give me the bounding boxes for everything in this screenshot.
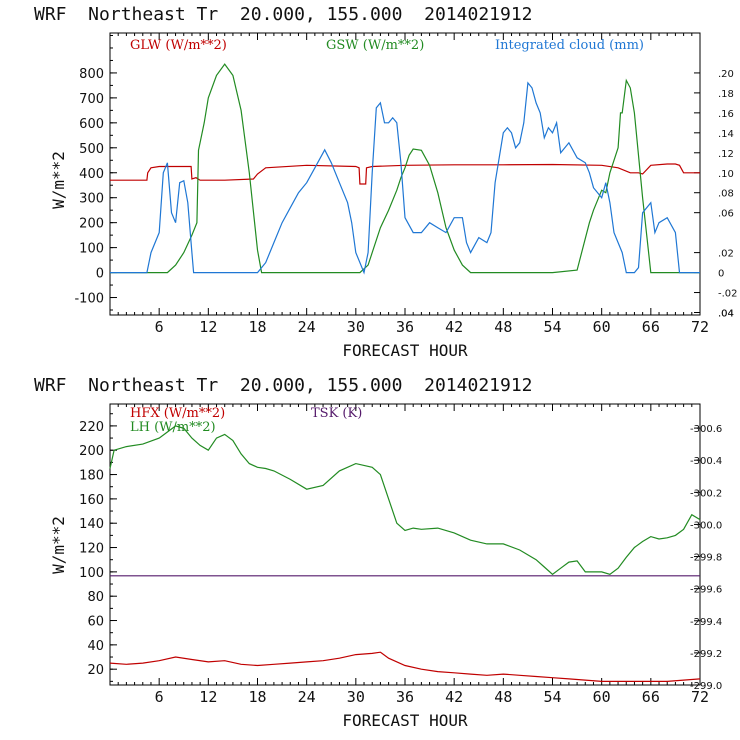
series-line-gsw [110,63,700,274]
y2-tick-label: -299.6 [690,585,722,596]
y-tick-label: 0 [96,267,104,282]
x-tick-label: 18 [248,318,266,336]
legend-hfx: HFX (W/m**2) [130,406,225,421]
y2-tick-label: -299.2 [690,649,722,660]
y2-tick-label: .18 [718,89,734,100]
panel-2-series [109,425,701,683]
x-tick-label: 60 [593,688,611,706]
series-line-glw [110,163,700,185]
panel-1-title: WRF Northeast Tr 20.000, 155.000 2014021… [34,4,533,25]
panel-2-title: WRF Northeast Tr 20.000, 155.000 2014021… [34,375,533,396]
legend-tsk: TSK (K) [311,406,362,421]
x-tick-label: 60 [593,318,611,336]
x-tick-label: 36 [396,688,414,706]
panel-1-series [110,63,700,275]
y-tick-label: 500 [79,142,104,157]
x-tick-label: 12 [199,318,217,336]
x-tick-label: 54 [543,688,561,706]
x-tick-label: 42 [445,688,463,706]
x-tick-label: 48 [494,688,512,706]
panel-2-ylabel: W/m**2 [49,516,68,574]
y2-tick-label: .02 [718,249,734,260]
panel-2-xlabel: FORECAST HOUR [342,711,468,730]
y2-tick-label: -300.2 [690,488,722,499]
y-tick-label: 700 [79,92,104,107]
y-tick-label: 80 [87,590,104,605]
x-tick-label: 12 [199,688,217,706]
x-tick-label: 30 [347,688,365,706]
y2-tick-label: -299.0 [690,681,722,692]
x-tick-label: 54 [543,318,561,336]
legend-gsw: GSW (W/m**2) [326,38,424,53]
y-tick-label: 300 [79,192,104,207]
y-tick-label: 600 [79,117,104,132]
y2-tick-label: -300.6 [690,424,722,435]
y2-tick-label: -299.8 [690,553,722,564]
legend-integrated-cloud: Integrated cloud (mm) [495,38,644,53]
series-line-hfx [109,651,701,683]
panel-2: WRF Northeast Tr 20.000, 155.000 2014021… [34,375,722,730]
x-tick-label: 72 [691,318,709,336]
x-tick-label: 30 [347,318,365,336]
y2-tick-label: -.02 [718,289,738,300]
x-tick-label: 66 [642,318,660,336]
x-tick-label: 24 [298,318,316,336]
y2-tick-label: .10 [718,169,734,180]
x-tick-label: 72 [691,688,709,706]
x-tick-label: 6 [155,318,164,336]
panel-2-plot-frame [109,403,701,686]
y2-tick-label: 0 [718,269,724,280]
legend-lh: LH (W/m**2) [130,420,216,435]
y-tick-label: 800 [79,67,104,82]
y-tick-label: 120 [79,542,104,557]
legend-glw: GLW (W/m**2) [130,38,227,53]
x-tick-label: 48 [494,318,512,336]
y2-tick-label: .20 [718,69,734,80]
x-tick-label: 18 [248,688,266,706]
panel-1-xlabel: FORECAST HOUR [342,341,468,360]
y-tick-label: 20 [87,663,104,678]
x-tick-label: 36 [396,318,414,336]
y2-tick-label: -300.0 [690,520,722,531]
y-tick-label: 180 [79,469,104,484]
x-tick-label: 6 [155,688,164,706]
x-tick-label: 66 [642,688,660,706]
y2-tick-label: .04 [718,309,734,320]
y-tick-label: 200 [79,217,104,232]
y-tick-label: 140 [79,517,104,532]
y2-tick-label: .04 [718,309,734,320]
series-line-lh [109,425,701,576]
x-tick-label: 24 [298,688,316,706]
panel-1: WRF Northeast Tr 20.000, 155.000 2014021… [34,4,738,360]
y2-tick-label: .08 [718,189,734,200]
y2-tick-label: -300.4 [690,456,722,467]
y-tick-label: 40 [87,639,104,654]
x-tick-label: 42 [445,318,463,336]
y2-tick-label: .14 [718,129,734,140]
y2-tick-label: .12 [718,149,734,160]
panel-1-axes: 6 12 18 24 30 36 42 48 54 60 66 72 -100 0 100 200 300 400… [74,33,738,336]
y2-tick-label: -299.4 [690,617,722,628]
y-tick-label: 100 [79,242,104,257]
y-tick-label: 160 [79,493,104,508]
panel-1-ylabel: W/m**2 [49,151,68,209]
y-tick-label: 220 [79,420,104,435]
panel-2-axes: 6 12 18 24 30 36 42 48 54 60 66 72 20 40 60 80 100 120 140… [79,404,722,706]
y2-tick-label: .16 [718,109,734,120]
y-tick-label: 400 [79,167,104,182]
y-tick-label: 200 [79,444,104,459]
y-tick-label: 60 [87,615,104,630]
y2-tick-label: .06 [718,209,734,220]
y-tick-label: 100 [79,566,104,581]
series-line-integrated [110,81,700,275]
y-tick-label: -100 [74,292,104,307]
